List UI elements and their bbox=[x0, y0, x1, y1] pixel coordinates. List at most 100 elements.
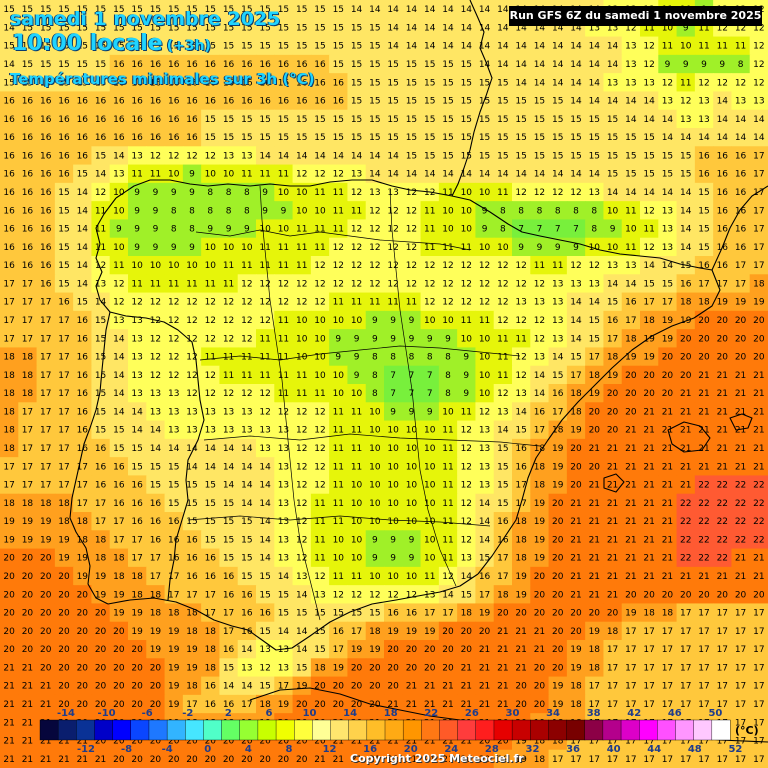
temperature-value: 15 bbox=[113, 426, 124, 436]
temperature-value: 15 bbox=[278, 115, 289, 125]
temperature-value: 21 bbox=[95, 755, 106, 765]
temperature-value: 14 bbox=[625, 279, 637, 289]
temperature-value: 21 bbox=[698, 572, 709, 582]
temperature-value: 21 bbox=[333, 755, 344, 765]
temperature-value: 12 bbox=[717, 78, 728, 88]
temperature-value: 17 bbox=[753, 261, 764, 271]
temperature-value: 15 bbox=[77, 170, 88, 180]
temperature-cell bbox=[658, 109, 678, 129]
temperature-value: 10 bbox=[497, 243, 509, 253]
temperature-value: 15 bbox=[497, 499, 508, 509]
temperature-value: 14 bbox=[534, 60, 546, 70]
temperature-value: 18 bbox=[3, 353, 15, 363]
temperature-value: 9 bbox=[610, 225, 616, 235]
temperature-value: 12 bbox=[351, 590, 362, 600]
temperature-value: 18 bbox=[589, 663, 601, 673]
temperature-value: 12 bbox=[333, 243, 344, 253]
temperature-value: 12 bbox=[534, 316, 545, 326]
temperature-value: 14 bbox=[479, 170, 491, 180]
temperature-value: 21 bbox=[680, 389, 691, 399]
temperature-value: 15 bbox=[570, 115, 581, 125]
temperature-cell bbox=[658, 128, 678, 147]
temperature-value: 16 bbox=[40, 243, 52, 253]
temperature-value: 12 bbox=[497, 316, 508, 326]
temperature-value: 15 bbox=[241, 535, 252, 545]
legend-swatch bbox=[366, 719, 386, 741]
temperature-cell bbox=[457, 0, 477, 19]
temperature-value: 17 bbox=[625, 682, 636, 692]
temperature-value: 17 bbox=[753, 609, 764, 619]
temperature-value: 22 bbox=[735, 535, 746, 545]
temperature-value: 14 bbox=[387, 170, 399, 180]
temperature-cell bbox=[694, 109, 714, 129]
temperature-value: 15 bbox=[497, 481, 508, 491]
temperature-value: 11 bbox=[351, 298, 362, 308]
temperature-value: 18 bbox=[643, 316, 655, 326]
temperature-value: 10 bbox=[369, 572, 381, 582]
temperature-value: 7 bbox=[518, 225, 524, 235]
temperature-value: 20 bbox=[40, 554, 52, 564]
temperature-cell bbox=[384, 128, 403, 147]
temperature-cell bbox=[310, 109, 330, 129]
temperature-cell bbox=[329, 18, 349, 38]
temperature-value: 20 bbox=[131, 682, 143, 692]
temperature-value: 11 bbox=[698, 42, 709, 52]
temperature-cell bbox=[274, 146, 294, 166]
temperature-value: 9 bbox=[427, 334, 433, 344]
temperature-cell bbox=[438, 54, 458, 74]
temperature-value: 21 bbox=[662, 535, 673, 545]
temperature-value: 11 bbox=[259, 353, 270, 363]
temperature-value: 14 bbox=[607, 279, 619, 289]
temperature-value: 20 bbox=[424, 645, 436, 655]
temperature-value: 17 bbox=[424, 609, 435, 619]
temperature-cell bbox=[713, 36, 733, 56]
temperature-value: 16 bbox=[113, 97, 125, 107]
temperature-value: 21 bbox=[625, 535, 636, 545]
temperature-cell bbox=[457, 146, 477, 166]
legend-label-bottom: 0 bbox=[204, 744, 211, 755]
temperature-value: 17 bbox=[698, 755, 709, 765]
temperature-value: 8 bbox=[372, 353, 378, 363]
temperature-value: 12 bbox=[150, 151, 161, 161]
temperature-cell bbox=[109, 164, 129, 184]
temperature-value: 16 bbox=[333, 97, 345, 107]
temperature-value: 20 bbox=[570, 609, 582, 619]
temperature-value: 14 bbox=[515, 170, 527, 180]
temperature-cell bbox=[182, 109, 202, 129]
temperature-value: 17 bbox=[589, 353, 600, 363]
temperature-value: 17 bbox=[186, 590, 197, 600]
temperature-value: 7 bbox=[555, 225, 561, 235]
temperature-value: 21 bbox=[753, 371, 764, 381]
temperature-cell bbox=[329, 128, 349, 147]
temperature-cell bbox=[365, 91, 385, 111]
temperature-value: 22 bbox=[717, 554, 728, 564]
temperature-cell bbox=[54, 109, 74, 129]
temperature-value: 17 bbox=[40, 426, 51, 436]
temperature-value: 8 bbox=[207, 188, 213, 198]
temperature-value: 13 bbox=[223, 151, 234, 161]
temperature-cell bbox=[256, 128, 275, 147]
temperature-value: 20 bbox=[95, 627, 107, 637]
temperature-value: 21 bbox=[735, 389, 746, 399]
temperature-value: 15 bbox=[205, 535, 216, 545]
temperature-value: 12 bbox=[150, 298, 161, 308]
temperature-value: 16 bbox=[717, 225, 729, 235]
temperature-value: 13 bbox=[662, 243, 673, 253]
temperature-value: 20 bbox=[625, 407, 637, 417]
temperature-value: 18 bbox=[625, 334, 637, 344]
temperature-value: 14 bbox=[77, 206, 89, 216]
temperature-value: 12 bbox=[278, 279, 289, 289]
temperature-value: 17 bbox=[607, 682, 618, 692]
temperature-value: 20 bbox=[296, 755, 308, 765]
temperature-value: 19 bbox=[131, 627, 143, 637]
temperature-value: 20 bbox=[3, 572, 15, 582]
temperature-value: 20 bbox=[570, 481, 582, 491]
temperature-value: 20 bbox=[351, 663, 363, 673]
temperature-value: 10 bbox=[333, 316, 345, 326]
temperature-value: 21 bbox=[570, 572, 581, 582]
temperature-value: 20 bbox=[424, 663, 436, 673]
temperature-cell bbox=[694, 91, 714, 111]
temperature-cell bbox=[493, 109, 513, 129]
temperature-cell bbox=[512, 54, 531, 74]
temperature-value: 16 bbox=[77, 316, 89, 326]
